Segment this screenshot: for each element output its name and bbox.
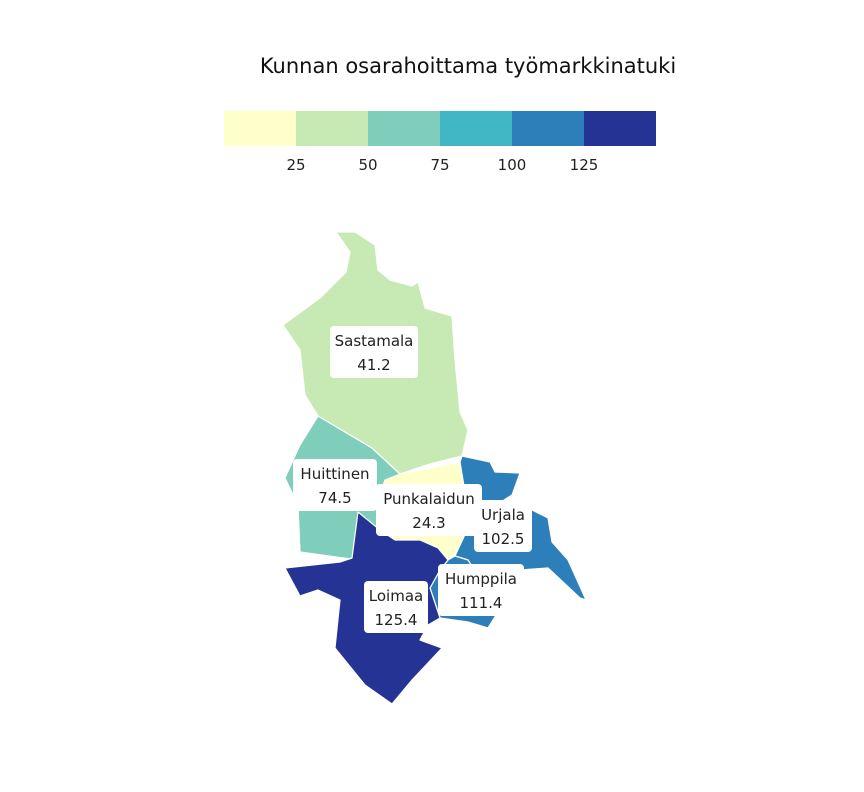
label-loimaa: Loimaa 125.4 [364, 581, 428, 633]
legend-tick-75: 75 [430, 156, 449, 174]
label-loimaa-value: 125.4 [375, 611, 418, 629]
legend-tick-50: 50 [358, 156, 377, 174]
legend: 25 50 75 100 125 [224, 111, 656, 174]
label-huittinen-name: Huittinen [300, 465, 369, 483]
label-humppila-name: Humppila [445, 570, 517, 588]
label-loimaa-name: Loimaa [369, 587, 423, 605]
legend-tick-125: 125 [570, 156, 599, 174]
label-huittinen-value: 74.5 [318, 489, 351, 507]
label-sastamala: Sastamala 41.2 [330, 326, 418, 378]
label-urjala-name: Urjala [481, 506, 525, 524]
map-title: Kunnan osarahoittama työmarkkinatuki [259, 54, 677, 78]
label-huittinen: Huittinen 74.5 [293, 459, 377, 511]
legend-swatch-3 [368, 111, 440, 146]
label-sastamala-value: 41.2 [357, 356, 390, 374]
region-labels: Sastamala 41.2 Huittinen 74.5 Punkalaidu… [293, 326, 532, 633]
legend-swatch-2 [296, 111, 368, 146]
legend-swatch-1 [224, 111, 296, 146]
label-urjala: Urjala 102.5 [474, 500, 532, 552]
legend-swatch-6 [584, 111, 656, 146]
legend-tick-25: 25 [286, 156, 305, 174]
label-punkalaidun: Punkalaidun 24.3 [376, 484, 482, 536]
label-humppila-value: 111.4 [460, 594, 503, 612]
legend-swatch-4 [440, 111, 512, 146]
label-sastamala-name: Sastamala [335, 332, 414, 350]
legend-tick-100: 100 [498, 156, 527, 174]
label-humppila: Humppila 111.4 [438, 564, 524, 616]
label-punkalaidun-value: 24.3 [412, 514, 445, 532]
label-urjala-value: 102.5 [482, 530, 525, 548]
label-punkalaidun-name: Punkalaidun [383, 490, 474, 508]
legend-swatch-5 [512, 111, 584, 146]
